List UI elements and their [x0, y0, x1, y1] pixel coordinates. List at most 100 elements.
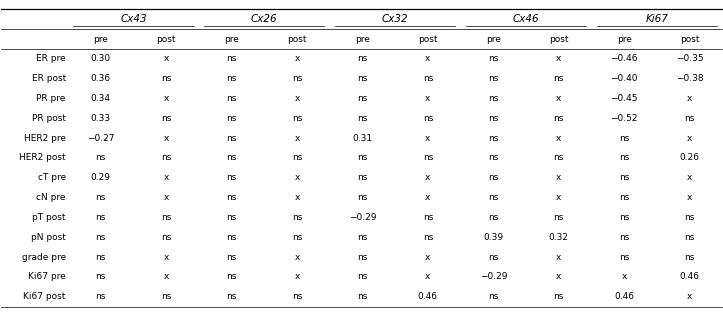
Text: x: x: [556, 54, 561, 64]
Text: ER post: ER post: [32, 74, 66, 83]
Text: ns: ns: [488, 252, 498, 262]
Text: Cx32: Cx32: [382, 15, 408, 24]
Text: ns: ns: [161, 114, 171, 123]
Text: x: x: [556, 173, 561, 182]
Text: ns: ns: [488, 154, 498, 162]
Text: x: x: [163, 193, 168, 202]
Text: 0.31: 0.31: [352, 134, 372, 143]
Text: pre: pre: [617, 35, 632, 44]
Text: ns: ns: [292, 114, 302, 123]
Text: ns: ns: [95, 272, 106, 281]
Text: ns: ns: [357, 154, 367, 162]
Text: ns: ns: [488, 213, 498, 222]
Text: ns: ns: [357, 94, 367, 103]
Text: grade pre: grade pre: [22, 252, 66, 262]
Text: ns: ns: [619, 193, 629, 202]
Text: ns: ns: [95, 213, 106, 222]
Text: post: post: [156, 35, 176, 44]
Text: −0.27: −0.27: [87, 134, 114, 143]
Text: −0.29: −0.29: [348, 213, 376, 222]
Text: cN pre: cN pre: [36, 193, 66, 202]
Text: x: x: [294, 272, 299, 281]
Text: x: x: [294, 193, 299, 202]
Text: ns: ns: [488, 114, 498, 123]
Text: pre: pre: [93, 35, 108, 44]
Text: 0.36: 0.36: [90, 74, 111, 83]
Text: ns: ns: [619, 173, 629, 182]
Text: x: x: [556, 252, 561, 262]
Text: ns: ns: [292, 74, 302, 83]
Text: ns: ns: [488, 54, 498, 64]
Text: ns: ns: [357, 233, 367, 242]
Text: ns: ns: [226, 233, 236, 242]
Text: ns: ns: [292, 154, 302, 162]
Text: Ki67 pre: Ki67 pre: [28, 272, 66, 281]
Text: ns: ns: [357, 292, 367, 301]
Text: ns: ns: [161, 74, 171, 83]
Text: −0.35: −0.35: [676, 54, 703, 64]
Text: x: x: [163, 272, 168, 281]
Text: ns: ns: [619, 252, 629, 262]
Text: x: x: [294, 54, 299, 64]
Text: 0.26: 0.26: [680, 154, 700, 162]
Text: ns: ns: [292, 213, 302, 222]
Text: pN post: pN post: [31, 233, 66, 242]
Text: post: post: [287, 35, 307, 44]
Text: ns: ns: [357, 54, 367, 64]
Text: x: x: [556, 272, 561, 281]
Text: ns: ns: [488, 74, 498, 83]
Text: ns: ns: [292, 292, 302, 301]
Text: 0.39: 0.39: [483, 233, 503, 242]
Text: pre: pre: [355, 35, 370, 44]
Text: ns: ns: [226, 272, 236, 281]
Text: ns: ns: [226, 134, 236, 143]
Text: ns: ns: [292, 233, 302, 242]
Text: x: x: [163, 94, 168, 103]
Text: ns: ns: [619, 134, 629, 143]
Text: ns: ns: [488, 94, 498, 103]
Text: x: x: [687, 94, 692, 103]
Text: x: x: [425, 134, 430, 143]
Text: ns: ns: [226, 292, 236, 301]
Text: post: post: [418, 35, 437, 44]
Text: x: x: [687, 173, 692, 182]
Text: 0.29: 0.29: [90, 173, 111, 182]
Text: ns: ns: [226, 94, 236, 103]
Text: ns: ns: [357, 252, 367, 262]
Text: x: x: [163, 54, 168, 64]
Text: HER2 post: HER2 post: [20, 154, 66, 162]
Text: −0.40: −0.40: [610, 74, 638, 83]
Text: −0.29: −0.29: [479, 272, 507, 281]
Text: ns: ns: [95, 233, 106, 242]
Text: x: x: [294, 173, 299, 182]
Text: Cx46: Cx46: [513, 15, 539, 24]
Text: ns: ns: [95, 154, 106, 162]
Text: x: x: [556, 94, 561, 103]
Text: ns: ns: [161, 154, 171, 162]
Text: 0.34: 0.34: [90, 94, 111, 103]
Text: x: x: [687, 193, 692, 202]
Text: ns: ns: [161, 213, 171, 222]
Text: −0.38: −0.38: [676, 74, 703, 83]
Text: ns: ns: [423, 74, 433, 83]
Text: x: x: [425, 173, 430, 182]
Text: x: x: [687, 292, 692, 301]
Text: ns: ns: [226, 173, 236, 182]
Text: 0.30: 0.30: [90, 54, 111, 64]
Text: ns: ns: [226, 54, 236, 64]
Text: ns: ns: [357, 173, 367, 182]
Text: ns: ns: [423, 213, 433, 222]
Text: ns: ns: [161, 292, 171, 301]
Text: x: x: [556, 134, 561, 143]
Text: ns: ns: [685, 233, 695, 242]
Text: x: x: [163, 252, 168, 262]
Text: ns: ns: [357, 272, 367, 281]
Text: Cx26: Cx26: [251, 15, 278, 24]
Text: ns: ns: [554, 213, 564, 222]
Text: x: x: [163, 173, 168, 182]
Text: −0.52: −0.52: [610, 114, 638, 123]
Text: ns: ns: [619, 233, 629, 242]
Text: x: x: [294, 134, 299, 143]
Text: 0.46: 0.46: [614, 292, 634, 301]
Text: ns: ns: [685, 213, 695, 222]
